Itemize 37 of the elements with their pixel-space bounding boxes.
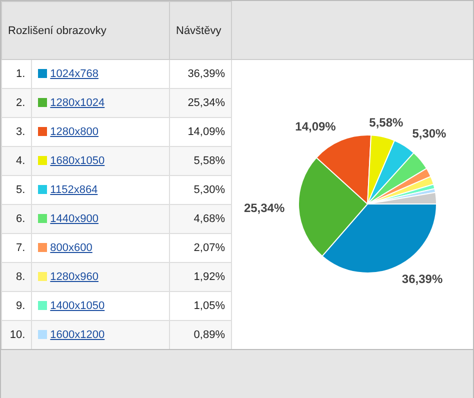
legend-label: 1280x800 xyxy=(50,126,98,138)
text: 25,34% xyxy=(188,97,225,109)
text: 1. xyxy=(2,60,32,88)
data-label: 4,68% xyxy=(170,204,232,234)
data-label: 2,07% xyxy=(170,234,232,262)
text: 36,39% xyxy=(188,68,225,80)
text: 10. xyxy=(2,320,32,350)
data-label: 5,58% xyxy=(369,115,404,130)
text: 8. xyxy=(2,262,32,292)
text: 2. xyxy=(2,88,32,118)
data-label: 1,92% xyxy=(170,262,232,292)
text: 5,30% xyxy=(194,184,225,196)
data-label: 25,34% xyxy=(244,201,285,216)
legend-label: 1600x1200 xyxy=(50,329,105,341)
data-label: 36,39% xyxy=(402,272,443,286)
legend-label: 800x600 xyxy=(50,242,92,254)
text: 4. xyxy=(2,146,32,176)
text: 14,09% xyxy=(188,126,225,138)
data-label: 5,30% xyxy=(412,126,447,140)
data-label: 14,09% xyxy=(295,120,336,134)
text: 9. xyxy=(2,292,32,320)
legend-label: 1280x1024 xyxy=(50,97,105,109)
text: Rozlišení obrazovky xyxy=(2,2,170,60)
legend-label: 1152x864 xyxy=(50,184,98,196)
text: 3. xyxy=(2,118,32,146)
data-label: 1,05% xyxy=(170,292,232,320)
text: 6. xyxy=(2,204,32,234)
text: 5,58% xyxy=(194,155,225,167)
legend-label: 1280x960 xyxy=(50,271,98,283)
text: Návštěvy xyxy=(170,2,232,60)
legend-label: 1024x768 xyxy=(50,68,98,80)
data-label: 0,89% xyxy=(170,320,232,350)
legend-label: 1680x1050 xyxy=(50,155,105,167)
text: 7. xyxy=(2,234,32,262)
legend-label: 1440x900 xyxy=(50,213,98,225)
legend-label: 1400x1050 xyxy=(50,300,105,312)
text: 5. xyxy=(2,176,32,204)
